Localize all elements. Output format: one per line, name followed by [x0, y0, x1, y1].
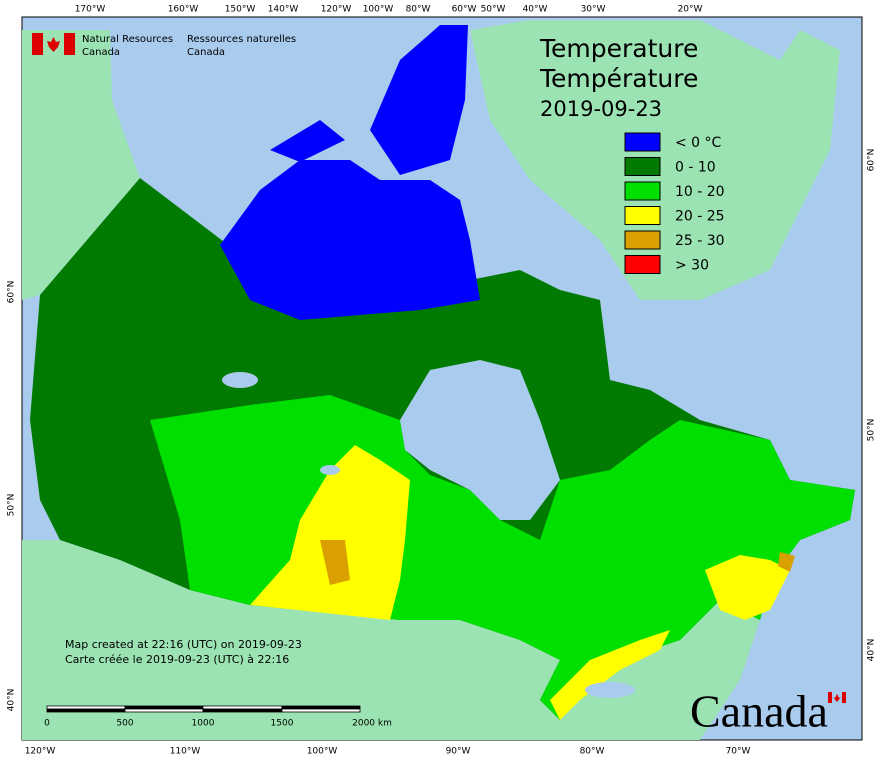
graticule-label: 40°N: [867, 639, 877, 662]
graticule-label: 170°W: [75, 5, 106, 15]
legend-swatch: [624, 206, 661, 225]
flag-leaf: [47, 37, 60, 52]
graticule-label: 50°N: [7, 494, 17, 517]
legend-swatch: [624, 181, 661, 201]
scale-segment: [281, 708, 361, 713]
graticule-label: 140°W: [268, 5, 299, 15]
graticule-label: 60°W: [452, 5, 477, 15]
graticule-label: 60°N: [7, 281, 17, 304]
scale-segment: [202, 708, 283, 713]
scale-segment: [202, 705, 283, 710]
title: Temperature: [539, 34, 698, 63]
graticule-label: 40°W: [523, 5, 548, 15]
temperature-zones: [30, 25, 855, 720]
graticule-label: 90°W: [446, 747, 471, 757]
graticule-label: 40°N: [7, 689, 17, 712]
legend-swatch: [624, 255, 661, 274]
graticule-label: 20°W: [678, 5, 703, 15]
legend-swatch: [624, 230, 661, 250]
org-fr: Canada: [187, 47, 225, 58]
graticule-label: 60°N: [867, 149, 877, 172]
wordmark: Canada: [690, 686, 828, 737]
scale-label: 2000 km: [352, 719, 392, 729]
legend-label: 0 - 10: [675, 160, 716, 176]
org-fr: Ressources naturelles: [187, 34, 296, 45]
scale-segment: [124, 708, 204, 713]
title: Température: [539, 64, 698, 93]
graticule-label: 120°W: [25, 747, 56, 757]
scale-label: 1500: [271, 719, 294, 729]
scale-segment: [46, 705, 126, 710]
graticule-label: 100°W: [363, 5, 394, 15]
graticule-label: 30°W: [581, 5, 606, 15]
flag-bar: [32, 33, 43, 55]
scale-segment: [281, 705, 361, 710]
scale-segment: [46, 708, 126, 713]
legend-swatch: [624, 132, 661, 152]
scale-segment: [124, 705, 204, 710]
legend-label: > 30: [675, 258, 709, 274]
graticule-label: 70°W: [726, 747, 751, 757]
org-en: Canada: [82, 47, 120, 58]
flag-bar: [64, 33, 75, 55]
wordmark-flag: [828, 692, 846, 703]
graticule-label: 80°W: [580, 747, 605, 757]
scale-label: 500: [116, 719, 133, 729]
legend-label: < 0 °C: [675, 135, 722, 151]
graticule-label: 50°W: [481, 5, 506, 15]
legend-label: 25 - 30: [675, 233, 725, 249]
graticule-label: 160°W: [168, 5, 199, 15]
scale-label: 1000: [192, 719, 215, 729]
graticule-label: 100°W: [307, 747, 338, 757]
header: Natural Resources Canada Ressources natu…: [32, 33, 296, 58]
graticule-label: 120°W: [321, 5, 352, 15]
legend-swatch: [624, 157, 661, 176]
legend-label: 20 - 25: [675, 209, 725, 225]
note: Map created at 22:16 (UTC) on 2019-09-23: [65, 638, 302, 651]
scale-label: 0: [44, 719, 50, 729]
org-en: Natural Resources: [82, 34, 173, 45]
graticule-label: 50°N: [867, 419, 877, 442]
graticule-label: 80°W: [406, 5, 431, 15]
graticule-label: 150°W: [225, 5, 256, 15]
date: 2019-09-23: [540, 97, 662, 121]
note: Carte créée le 2019-09-23 (UTC) à 22:16: [65, 653, 289, 666]
graticule-label: 110°W: [170, 747, 201, 757]
legend-label: 10 - 20: [675, 184, 725, 200]
